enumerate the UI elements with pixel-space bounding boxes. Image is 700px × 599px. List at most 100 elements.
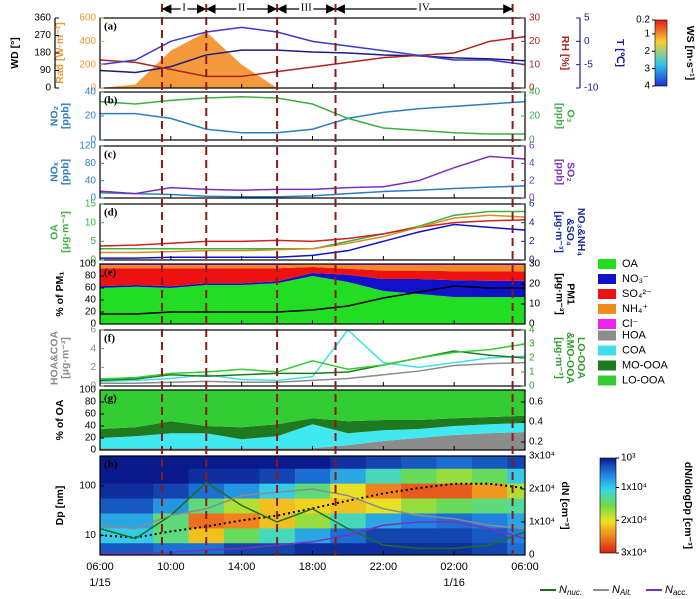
y-tick-label: 2 <box>529 175 535 186</box>
heatmap-cell <box>436 527 473 544</box>
y-tick-label: -5 <box>584 59 593 70</box>
legend-swatch <box>598 375 616 386</box>
y-tick-label: 3 <box>529 339 535 350</box>
heatmap-cell <box>294 468 331 484</box>
heatmap-cell <box>401 483 437 499</box>
axis-label: NOₓ <box>48 162 60 182</box>
heatmap-cell <box>294 456 331 469</box>
legend-label: NO₃⁻ <box>622 273 649 285</box>
axis-label: T [℃] <box>614 39 626 67</box>
y-tick-label: 600 <box>79 13 96 24</box>
line <box>99 155 526 195</box>
axis-label: Rad [W·m⁻²] <box>54 22 66 84</box>
y-tick-label: 0.2 <box>529 437 543 448</box>
line <box>99 343 526 380</box>
line <box>100 285 525 315</box>
y-tick-label: 4 <box>529 158 535 169</box>
axis-label: O₃ <box>565 109 577 122</box>
heatmap-cell <box>471 498 508 514</box>
y-tick-label: 20 <box>85 433 97 444</box>
heatmap-cell <box>153 456 190 469</box>
heatmap-cell <box>100 468 119 484</box>
line <box>99 96 525 135</box>
y-tick-label: 0 <box>90 193 96 204</box>
y-tick-label: 60 <box>85 283 97 294</box>
heatmap-cell <box>365 527 402 544</box>
colorbar-tick-label: 0.2 <box>636 15 650 26</box>
heatmap-cell <box>294 527 331 544</box>
heatmap-cell <box>436 456 473 469</box>
y-tick-label: 270 <box>34 30 51 41</box>
axis-label: [μg·m⁻³] <box>554 273 566 315</box>
x-tick-label: 18:00 <box>299 561 327 573</box>
y-tick-label: 0 <box>529 319 535 330</box>
axis-label: [μg·m⁻³] <box>553 211 565 253</box>
legend-label: COA <box>622 344 647 356</box>
line <box>99 350 526 382</box>
heatmap-cell <box>330 542 367 556</box>
axis-label: dN [cm⁻³] <box>559 481 571 529</box>
y-tick-label: 0 <box>529 83 535 94</box>
y-tick-label: 40 <box>85 87 97 98</box>
x-tick-label: 06:00 <box>86 561 114 573</box>
heatmap-cell <box>294 483 331 499</box>
colorbar-tick-label: 2x10⁴ <box>621 515 647 526</box>
heatmap-cell <box>365 498 402 514</box>
colorbar <box>599 457 617 554</box>
heatmap-cell <box>117 456 154 469</box>
y-tick-label: 0 <box>90 319 96 330</box>
y-tick-label: 2 <box>529 236 535 247</box>
y-tick-label: 10 <box>85 217 97 228</box>
heatmap-cell <box>223 456 260 469</box>
y-tick-label: 20 <box>529 111 541 122</box>
y-tick-label: 10 <box>85 530 97 541</box>
panel-label: (b) <box>104 95 118 107</box>
plot-frame <box>99 145 526 199</box>
panel-label: (h) <box>104 459 118 471</box>
period-label: II <box>238 2 246 14</box>
line <box>100 100 526 134</box>
colorbar-label: WS [m·s⁻¹] <box>684 26 696 81</box>
y-tick-label: 6 <box>529 199 535 210</box>
y-tick-label: 4 <box>529 217 535 228</box>
period-label: I <box>182 2 186 14</box>
legend-label: NAit. <box>612 584 632 597</box>
y-tick-label: 10 <box>529 299 541 310</box>
x-tick-label: 06:00 <box>511 561 539 573</box>
y-tick-label: 4 <box>529 325 535 336</box>
period-label: IV <box>418 2 430 14</box>
y-tick-label: 30 <box>529 13 541 24</box>
y-tick-label: 100 <box>79 259 96 270</box>
axis-label: [μg·m⁻³] <box>59 337 71 379</box>
heatmap-cell <box>330 456 367 469</box>
line <box>99 488 526 530</box>
y-tick-label: 0 <box>529 381 535 392</box>
panel-label: (d) <box>104 207 118 219</box>
y-tick-label: 200 <box>79 59 96 70</box>
date-label: 1/16 <box>443 577 464 589</box>
y-tick-label: 360 <box>34 13 51 24</box>
stacked-area <box>100 423 525 449</box>
heatmap-cell <box>330 468 367 484</box>
heatmap-cell <box>507 468 526 484</box>
line <box>99 328 526 383</box>
y-tick-label: 0 <box>529 135 535 146</box>
heatmap-cell <box>401 456 437 469</box>
line <box>99 26 526 66</box>
panel-label: (a) <box>104 21 117 33</box>
y-tick-label: 40 <box>529 87 541 98</box>
heatmap-cell <box>294 512 331 529</box>
y-tick-label: 180 <box>34 48 51 59</box>
legend-label: Cl⁻ <box>622 318 638 330</box>
heatmap-cell <box>100 542 119 556</box>
y-tick-label: 2 <box>529 353 535 364</box>
y-tick-label: 3x10⁴ <box>529 451 555 462</box>
x-tick-label: 10:00 <box>157 561 185 573</box>
y-tick-label: 0.6 <box>529 397 543 408</box>
line <box>99 49 526 74</box>
axis-label: NO₃&NH₄ <box>575 208 587 256</box>
y-tick-label: 1x10⁴ <box>529 517 555 528</box>
heatmap-cell <box>117 483 154 499</box>
axis-label: % of PM₁ <box>54 271 66 316</box>
legend-swatch <box>598 274 616 284</box>
